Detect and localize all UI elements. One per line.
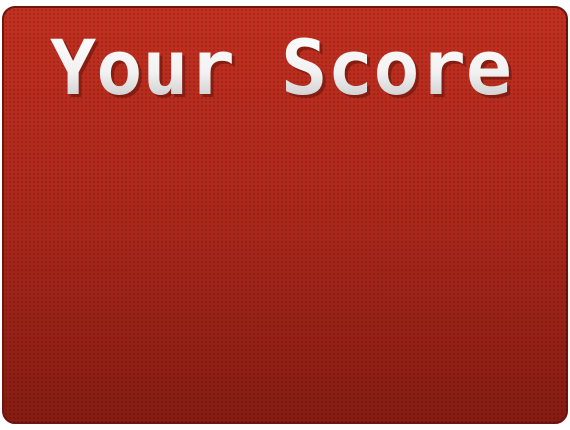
panel-texture xyxy=(3,7,567,423)
panel xyxy=(2,6,568,424)
title-shadow: Your Score xyxy=(53,26,515,115)
title: Your Score xyxy=(50,23,512,112)
